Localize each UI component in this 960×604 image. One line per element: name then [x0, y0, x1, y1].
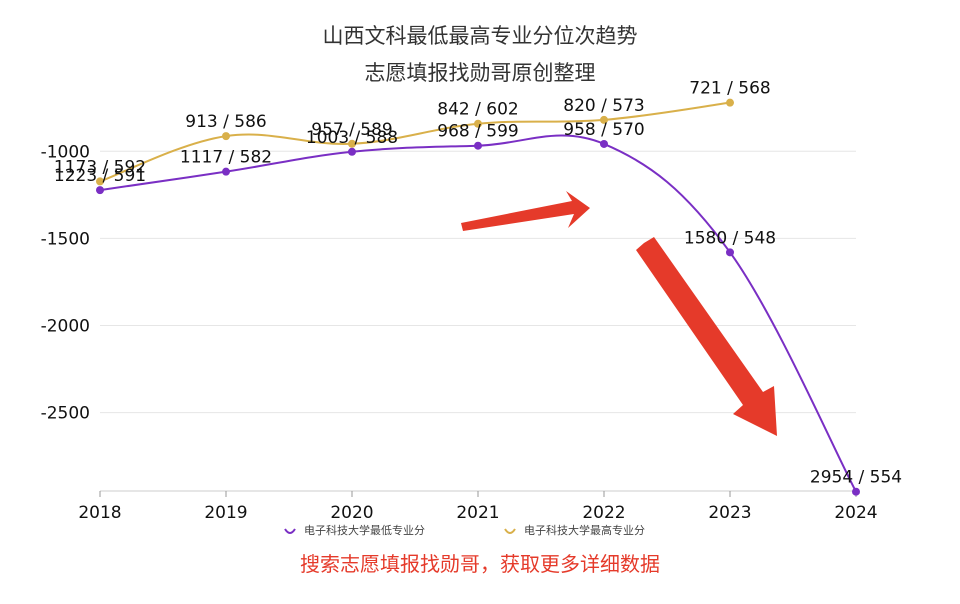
data-point — [726, 98, 734, 107]
series-line — [99, 101, 731, 183]
data-label: 1223 / 591 — [54, 166, 146, 186]
data-label: 2954 / 554 — [810, 468, 902, 488]
legend: 电子科技大学最低专业分 电子科技大学最高专业分 — [284, 523, 645, 537]
data-point — [348, 147, 356, 156]
data-label: 721 / 568 — [689, 79, 770, 99]
x-tick-label: 2018 — [78, 503, 121, 523]
data-point — [726, 248, 734, 257]
data-label: 913 / 586 — [185, 112, 266, 132]
data-point — [96, 186, 104, 195]
data-point — [600, 115, 608, 124]
data-label: 842 / 602 — [437, 100, 518, 120]
legend-label: 电子科技大学最高专业分 — [524, 523, 645, 537]
x-tick-label: 2021 — [456, 503, 499, 523]
data-point — [474, 119, 482, 128]
grid-lines — [100, 150, 856, 414]
data-label: 1580 / 548 — [684, 228, 776, 248]
data-label: 958 / 570 — [563, 120, 644, 140]
x-tick-label: 2024 — [834, 503, 877, 523]
y-tick-label: -1000 — [41, 142, 90, 162]
series-group: 1173 / 592 913 / 586 957 / 589 842 / 602 820… — [54, 79, 902, 496]
data-point — [348, 139, 356, 148]
data-point — [222, 167, 230, 176]
series-line — [99, 134, 857, 493]
data-point — [600, 139, 608, 148]
data-label: 1173 / 592 — [54, 157, 146, 177]
y-tick-label: -1500 — [41, 229, 90, 249]
annotation-arrow-down — [636, 237, 777, 436]
data-label: 1117 / 582 — [180, 148, 272, 168]
data-label: 820 / 573 — [563, 96, 644, 116]
chart-subtitle: 志愿填报找勋哥原创整理 — [365, 61, 596, 85]
legend-label: 电子科技大学最低专业分 — [304, 523, 425, 537]
y-axis: -1000 -1500 -2000 -2500 — [41, 142, 90, 423]
data-point — [852, 487, 860, 496]
x-tick-label: 2023 — [708, 503, 751, 523]
data-label: 957 / 589 — [311, 120, 392, 140]
chart-title: 山西文科最低最高专业分位次趋势 — [323, 24, 638, 48]
data-label: 1003 / 588 — [306, 128, 398, 148]
data-point — [222, 132, 230, 141]
x-tick-label: 2020 — [330, 503, 373, 523]
y-tick-label: -2000 — [41, 316, 90, 336]
promo-text: 搜索志愿填报找勋哥，获取更多详细数据 — [300, 552, 660, 576]
legend-swatch — [504, 528, 516, 534]
y-tick-label: -2500 — [41, 404, 90, 424]
annotation-arrow-right — [461, 191, 590, 231]
x-tick-label: 2022 — [582, 503, 625, 523]
x-tick-label: 2019 — [204, 503, 247, 523]
data-label: 968 / 599 — [437, 122, 518, 142]
data-point — [474, 141, 482, 150]
data-point — [96, 177, 104, 186]
legend-swatch — [284, 528, 296, 534]
x-axis: 2018 2019 2020 2021 2022 2023 2024 — [78, 491, 878, 523]
